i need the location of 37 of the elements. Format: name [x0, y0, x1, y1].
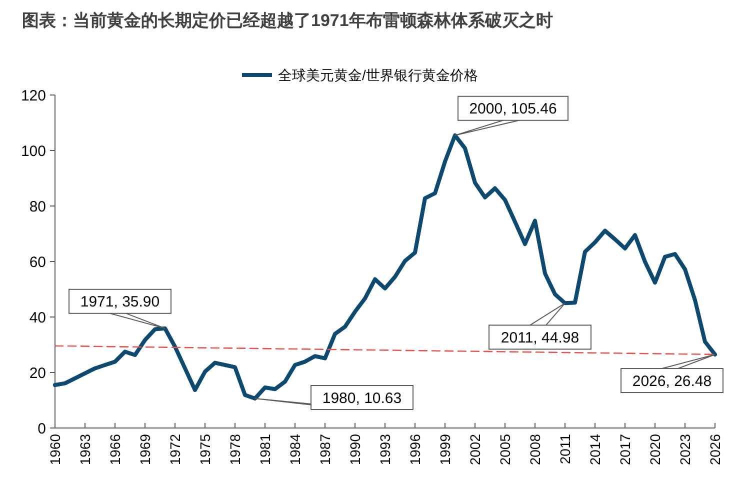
annotation: 1971, 35.90	[80, 294, 160, 311]
annotation: 2000, 105.46	[469, 100, 557, 118]
x-tick-label: 2020	[646, 434, 663, 466]
x-tick-label: 1999	[436, 434, 453, 466]
annotation: 2011, 44.98	[500, 329, 580, 346]
x-tick-label: 1966	[106, 434, 123, 466]
annotation: 2026, 26.48	[632, 372, 712, 390]
y-tick-label: 20	[29, 364, 46, 382]
x-tick-label: 2023	[676, 434, 693, 466]
x-tick-label: 2026	[706, 434, 723, 466]
x-tick-label: 2002	[466, 434, 483, 466]
annotation: 1980, 10.63	[322, 390, 402, 407]
x-tick-label: 1972	[166, 434, 183, 466]
x-tick-label: 2008	[526, 434, 543, 466]
x-tick-label: 2011	[556, 434, 573, 464]
y-tick-label: 80	[29, 198, 46, 216]
x-tick-label: 1993	[376, 434, 393, 466]
x-tick-label: 2014	[586, 434, 603, 466]
x-tick-label: 1963	[76, 434, 93, 466]
y-tick-label: 100	[20, 142, 46, 160]
x-tick-label: 1969	[136, 434, 153, 466]
y-tick-label: 40	[29, 309, 46, 326]
x-tick-label: 1975	[196, 434, 213, 466]
chart-title: 图表：当前黄金的长期定价已经超越了1971年布雷顿森林体系破灭之时	[22, 11, 553, 30]
x-tick-label: 1996	[406, 434, 423, 466]
x-tick-label: 1984	[286, 434, 303, 466]
legend-label: 全球美元黄金/世界银行黄金价格	[278, 66, 478, 83]
x-tick-label: 1981	[256, 434, 273, 466]
y-tick-label: 60	[29, 254, 46, 271]
x-tick-label: 2005	[496, 434, 513, 466]
y-tick-label: 0	[38, 420, 46, 438]
x-tick-label: 1987	[316, 434, 333, 466]
y-tick-label: 120	[20, 87, 46, 104]
x-tick-label: 1960	[46, 434, 63, 466]
x-tick-label: 1978	[226, 434, 243, 466]
x-tick-label: 2017	[616, 434, 633, 466]
x-tick-label: 1990	[346, 434, 363, 466]
